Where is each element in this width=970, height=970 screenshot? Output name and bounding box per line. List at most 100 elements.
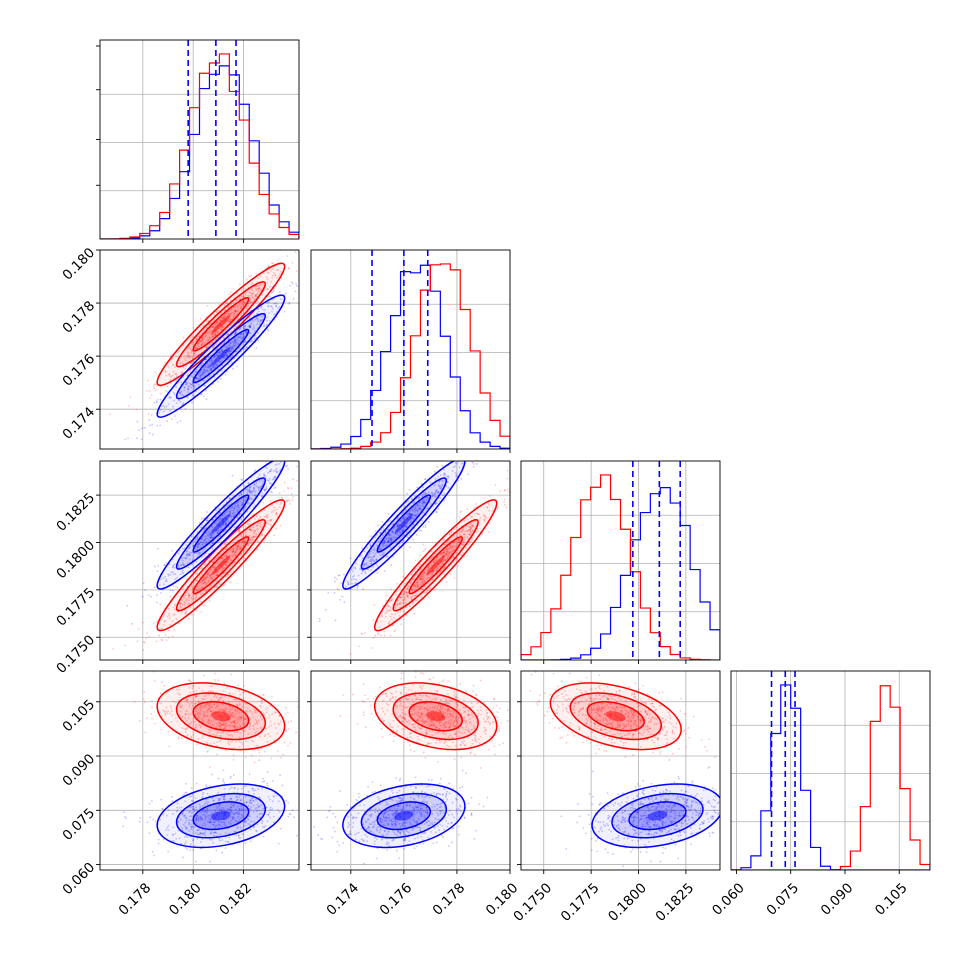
sample-point xyxy=(114,683,116,685)
sample-point xyxy=(201,336,204,339)
sample-point xyxy=(208,337,211,340)
sample-point xyxy=(200,581,203,584)
sample-point xyxy=(245,756,247,759)
sample-point xyxy=(220,570,223,572)
sample-point xyxy=(266,319,268,322)
sample-point xyxy=(178,391,181,394)
sample-point xyxy=(253,299,255,302)
sample-point xyxy=(205,320,208,322)
sample-point xyxy=(225,301,228,304)
sample-point xyxy=(186,382,189,384)
sample-point xyxy=(162,404,164,407)
sample-point xyxy=(192,365,195,367)
sample-point xyxy=(456,565,459,568)
sample-point xyxy=(273,302,275,305)
panel-frame xyxy=(310,249,511,450)
sample-point xyxy=(372,619,375,622)
sample-point xyxy=(204,366,206,369)
sample-point xyxy=(208,585,211,588)
sample-point xyxy=(124,815,126,818)
sample-point xyxy=(266,288,269,291)
sample-point xyxy=(258,288,261,290)
sample-point xyxy=(205,582,208,585)
sample-point xyxy=(260,527,263,529)
sample-point xyxy=(187,592,190,595)
sample-point xyxy=(178,350,181,352)
sample-point xyxy=(151,800,153,802)
sample-point xyxy=(266,519,269,522)
sample-point xyxy=(227,333,230,336)
sample-point xyxy=(247,325,250,328)
sample-point xyxy=(217,352,220,355)
sample-point xyxy=(127,405,130,407)
sample-point xyxy=(183,597,186,599)
sample-point xyxy=(261,533,264,536)
sample-point xyxy=(265,514,268,517)
sample-point xyxy=(249,325,251,327)
sample-point xyxy=(165,389,168,392)
sample-point xyxy=(230,348,233,350)
sample-point xyxy=(254,295,256,297)
sample-point xyxy=(455,457,457,459)
sample-point xyxy=(195,338,198,340)
sample-point xyxy=(184,408,187,410)
sample-point xyxy=(255,535,257,538)
sample-point xyxy=(249,529,252,532)
sample-point xyxy=(291,499,294,501)
sample-point xyxy=(195,338,198,341)
sample-point xyxy=(444,576,447,579)
sample-point xyxy=(190,346,193,349)
sample-point xyxy=(280,501,283,504)
sample-point xyxy=(266,287,269,290)
sample-point xyxy=(188,669,190,671)
sample-point xyxy=(184,665,186,667)
sample-point xyxy=(249,529,251,531)
sample-point xyxy=(212,335,214,338)
sample-point xyxy=(212,333,215,336)
sample-point xyxy=(263,534,266,537)
sample-point xyxy=(183,386,186,389)
sample-point xyxy=(263,780,266,783)
sample-point xyxy=(169,380,171,382)
sample-point xyxy=(220,316,223,319)
sample-point xyxy=(233,342,235,345)
sample-point xyxy=(308,278,310,280)
sample-point xyxy=(269,499,272,502)
sample-point xyxy=(210,367,213,370)
sample-point xyxy=(215,354,218,357)
sample-point xyxy=(226,346,228,348)
sample-point xyxy=(225,749,227,752)
sample-point xyxy=(191,587,194,590)
sample-point xyxy=(252,536,255,539)
sample-point xyxy=(235,550,237,553)
sample-point xyxy=(209,368,211,370)
sample-point xyxy=(266,278,269,281)
sample-point xyxy=(146,632,149,635)
sample-point xyxy=(256,317,258,320)
sample-point xyxy=(262,777,264,780)
sample-point xyxy=(271,298,274,301)
sample-point xyxy=(141,595,144,598)
sample-point xyxy=(215,557,218,559)
sample-point xyxy=(209,766,212,769)
sample-point xyxy=(222,780,225,783)
sample-point xyxy=(162,624,165,626)
sample-point xyxy=(170,396,172,399)
sample-point xyxy=(453,577,456,579)
sample-point xyxy=(265,276,268,279)
sample-point xyxy=(222,316,225,319)
sample-point xyxy=(179,601,182,604)
sample-point xyxy=(199,317,202,320)
sample-point xyxy=(412,538,414,541)
sample-point xyxy=(233,306,236,309)
sample-point xyxy=(221,567,224,570)
sample-point xyxy=(278,291,281,293)
sample-point xyxy=(231,340,234,343)
sample-point xyxy=(295,731,298,734)
sample-point xyxy=(255,516,258,518)
sample-point xyxy=(207,339,210,342)
sample-point xyxy=(341,595,344,598)
sample-point xyxy=(207,750,209,752)
sample-point xyxy=(257,318,259,321)
sample-point xyxy=(462,455,464,457)
